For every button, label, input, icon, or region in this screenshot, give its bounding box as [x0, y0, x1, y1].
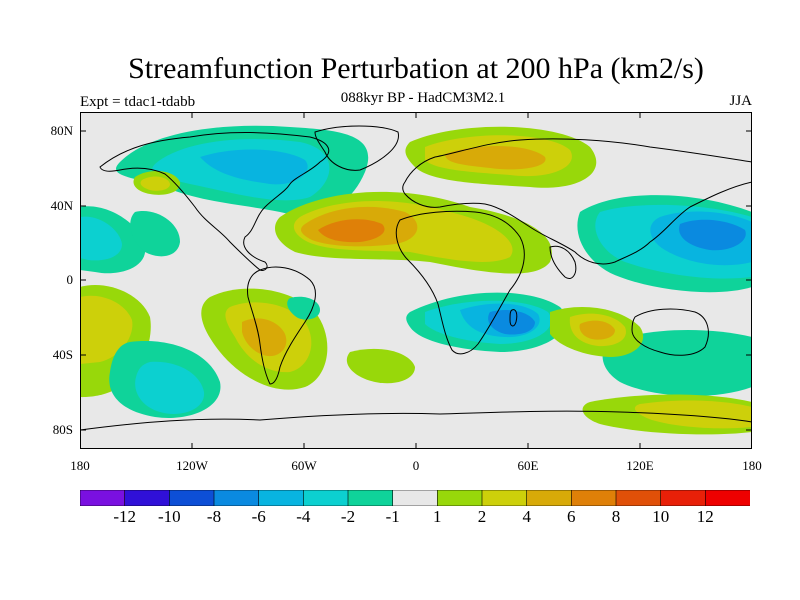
colorbar-swatch: [615, 490, 662, 506]
contour-aus-pos6: [579, 320, 615, 340]
colorbar-label: -10: [157, 507, 181, 526]
colorbar-swatch: [303, 490, 349, 506]
colorbar-swatch: [392, 490, 439, 506]
contour-sopac-pos4: [634, 400, 752, 429]
coast-madagascar: [509, 309, 518, 327]
colorbar-label: -4: [296, 507, 311, 526]
contour-eurasia-pos6: [445, 146, 546, 170]
contour-south-neg4: [135, 361, 205, 414]
contour-dateline-neg4: [80, 216, 122, 261]
contour-smid-pos2: [346, 348, 415, 384]
coast-antarctica: [80, 410, 752, 431]
contour-pacific-pos4: [140, 176, 170, 191]
contour-sio-neg8: [488, 310, 535, 335]
colorbar-swatch: [437, 490, 483, 506]
coast-africa: [395, 210, 525, 355]
coast-eurasia: [402, 138, 752, 265]
colorbar-swatch: [705, 490, 750, 506]
colorbar-label: -12: [113, 507, 137, 526]
colorbar-swatch: [571, 490, 617, 506]
experiment-label: Expt = tdac1-tdabb: [80, 94, 196, 110]
contour-atlantic-pos8: [318, 219, 385, 243]
x-tick-180-left: 180: [70, 458, 90, 473]
contour-southpac-neg2: [602, 330, 752, 397]
chart-title: Streamfunction Perturbation at 200 hPa (…: [128, 52, 704, 85]
contour-satl-pos6: [242, 318, 287, 357]
y-tick-40n: 40N: [50, 198, 73, 213]
contour-satl-neg2: [287, 296, 320, 320]
x-tick-0: 0: [412, 458, 420, 473]
coast-south-america: [247, 266, 316, 385]
coast-north-america: [99, 131, 330, 271]
y-tick-80s: 80S: [52, 422, 73, 437]
colorbar-label: 8: [611, 507, 621, 526]
x-tick-120e: 120E: [626, 458, 654, 473]
colorbar-swatch: [526, 490, 573, 506]
colorbar-label: 12: [696, 507, 714, 526]
colorbar-swatch: [347, 490, 394, 506]
y-tick-40s: 40S: [52, 347, 73, 362]
colorbar-label: 1: [433, 507, 442, 526]
colorbar-label: 4: [522, 507, 531, 526]
colorbar-swatch: [80, 490, 126, 506]
colorbar-label: 2: [477, 507, 487, 526]
season-label: JJA: [729, 93, 752, 109]
coast-greenland: [314, 125, 399, 171]
colorbar-label: -8: [206, 507, 222, 526]
colorbar-swatch: [258, 490, 305, 506]
contour-westpac-neg8: [679, 219, 746, 251]
x-tick-120w: 120W: [176, 458, 208, 473]
colorbar-swatch: [660, 490, 707, 506]
colorbar-swatch: [481, 490, 528, 506]
colorbar-label: -1: [385, 507, 400, 526]
colorbar-label: 6: [567, 507, 576, 526]
contour-canada-neg6: [200, 149, 308, 185]
colorbar-label: 10: [652, 507, 670, 526]
colorbar: [80, 490, 750, 506]
coast-australia: [631, 308, 709, 356]
contour-swpac-pos4: [80, 295, 133, 364]
x-tick-60e: 60E: [517, 458, 539, 473]
colorbar-label: -2: [340, 507, 356, 526]
y-tick-80n: 80N: [50, 123, 73, 138]
chart-subtitle: 088kyr BP - HadCM3M2.1: [340, 90, 506, 106]
colorbar-swatch: [213, 490, 260, 506]
y-tick-0: 0: [66, 272, 74, 287]
x-tick-60w: 60W: [291, 458, 317, 473]
colorbar-swatch: [124, 490, 171, 506]
x-tick-180-right: 180: [742, 458, 762, 473]
contour-etp-neg2: [130, 211, 180, 257]
coastlines: [80, 125, 752, 431]
colorbar-swatch: [169, 490, 215, 506]
colorbar-label: -6: [251, 507, 266, 526]
streamfunction-map: [80, 112, 752, 449]
coast-india: [549, 245, 577, 279]
tick-marks: [80, 112, 752, 449]
